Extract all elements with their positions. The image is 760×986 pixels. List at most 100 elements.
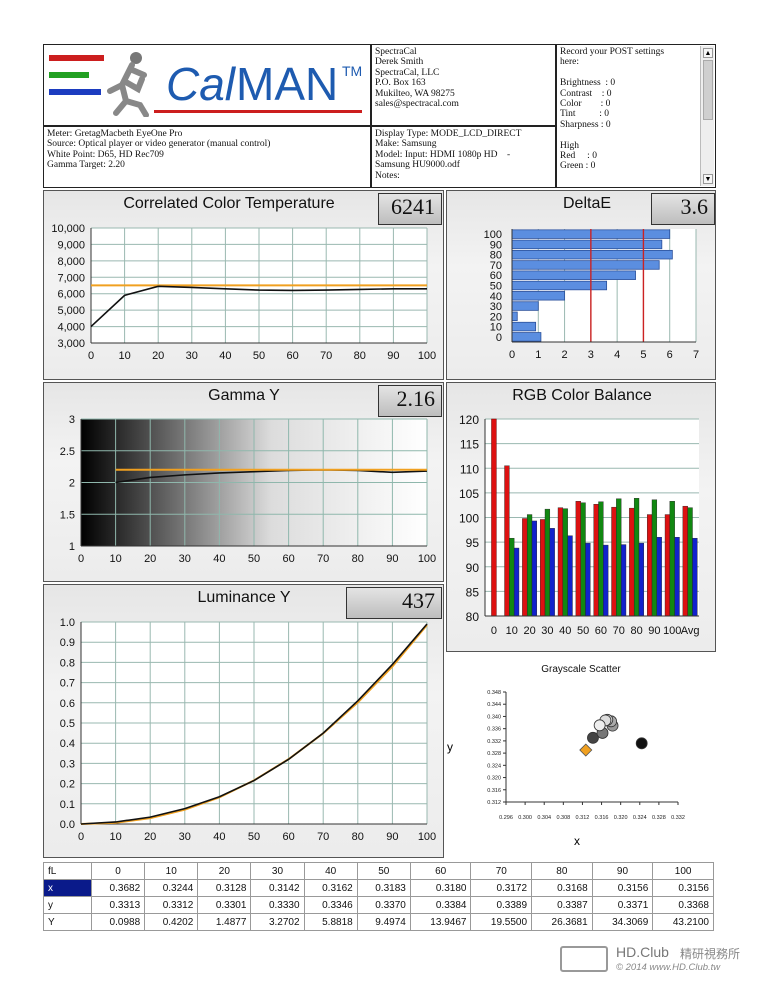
green-bar (669, 501, 675, 617)
x-tick-label: 30 (541, 625, 553, 637)
x-tick-label: 60 (282, 831, 294, 843)
x-tick-label: 90 (387, 350, 399, 362)
y-tick-label: 0.8 (60, 657, 75, 669)
x-tick-label: 0.328 (652, 815, 666, 821)
gamma-title: Gamma Y (208, 387, 280, 404)
y-tick-label: 0.0 (60, 819, 75, 831)
rgb-chart: 120 115 110 105 100 95 90 85 80 0 10 20 30 40 50 60 70 80… (459, 413, 699, 637)
table-row-label[interactable]: y (43, 896, 92, 914)
x-tick-label: 20 (144, 553, 156, 565)
y-tick-label: 0.336 (487, 727, 501, 733)
y-tick-label: 20 (490, 311, 502, 323)
x-tick-label: 0.304 (537, 815, 551, 821)
x-tick-label: 70 (317, 553, 329, 565)
green-bar (509, 537, 515, 617)
y-tick-label: 2.5 (60, 446, 75, 458)
logo-underline (154, 110, 362, 113)
lum-value: 437 (346, 587, 442, 619)
y-tick-label: 90 (490, 239, 502, 251)
x-tick-label: 70 (317, 831, 329, 843)
y-tick-label: 0.4 (60, 738, 75, 750)
post-settings-box[interactable]: Record your POST settings here: Brightne… (556, 44, 716, 188)
scroll-up-icon[interactable]: ▲ (703, 48, 713, 58)
x-tick-label: 0.296 (499, 815, 513, 821)
scatter-point (635, 737, 648, 750)
table-cell: 0.3301 (197, 896, 252, 914)
table-cell: 19.5500 (470, 913, 533, 931)
lum-chart: 1.0 0.9 0.8 0.7 0.6 0.5 0.4 0.3 0.2 0.1 0.00 10 20 30… (60, 617, 436, 843)
watermark-logo-icon (560, 946, 608, 972)
scatter-title: Grayscale Scatter (541, 664, 621, 675)
table-cell: 0.3312 (144, 896, 199, 914)
table-row-label[interactable]: x (43, 879, 92, 897)
measured-line (115, 468, 428, 484)
red-bar (629, 507, 635, 617)
y-tick-label: 7,000 (57, 272, 85, 284)
x-tick-label: 40 (559, 625, 571, 637)
table-cell: 0.3682 (90, 879, 146, 897)
blue-bar (638, 542, 645, 617)
x-tick-label: 6 (667, 349, 673, 361)
table-header-row: fL 0 10 20 30 40 50 60 70 80 90 100 (43, 862, 714, 880)
runner-icon (107, 52, 149, 117)
blue-bar (531, 520, 538, 617)
deltae-bar (511, 301, 539, 311)
table-cell: 0.3371 (591, 896, 654, 914)
table-cell: 0.3313 (90, 896, 146, 914)
red-bar (593, 504, 599, 617)
watermark: HD.Club 精研視務所 © 2014 www.HD.Club.tw (560, 944, 755, 978)
measured-line (80, 623, 428, 825)
red-bar (611, 506, 617, 617)
deltae-bar (511, 260, 660, 270)
red-bar (522, 518, 528, 617)
table-cell: 0.3389 (470, 896, 533, 914)
y-tick-label: 85 (466, 585, 480, 599)
post-settings-scrollbar[interactable]: ▲ ▼ (700, 46, 714, 186)
x-tick-label: 50 (577, 625, 589, 637)
y-tick-label: 0.2 (60, 779, 75, 791)
gamma-chart: 3 2.5 2 1.5 10 10 20 30 40 50 60 70 80 90 100 (60, 414, 436, 565)
x-tick-label: 30 (186, 350, 198, 362)
y-tick-label: 100 (484, 229, 502, 241)
red-bar (682, 505, 688, 617)
watermark-copyright: © 2014 www.HD.Club.tw (616, 962, 721, 973)
x-tick-label: 0 (78, 831, 84, 843)
scroll-thumb[interactable] (703, 60, 713, 120)
green-bar (687, 507, 693, 617)
table-cell: 3.2702 (250, 913, 305, 931)
table-header-label: fL (43, 862, 92, 880)
y-tick-label: 0 (496, 332, 502, 344)
red-bar (664, 514, 671, 617)
x-tick-label: 0.332 (671, 815, 685, 821)
y-tick-label: 0.6 (60, 698, 75, 710)
x-tick-label: 0.316 (595, 815, 609, 821)
y-tick-label: 0.328 (487, 751, 501, 757)
table-cell: 0.3346 (303, 896, 358, 914)
x-tick-label: 0.300 (518, 815, 532, 821)
green-bar (544, 508, 551, 617)
table-cell: 0.3128 (197, 879, 252, 897)
table-row-label[interactable]: Y (43, 913, 92, 931)
x-tick-label: 0.312 (576, 815, 590, 821)
y-tick-label: 0.5 (60, 718, 75, 730)
green-bar (562, 508, 568, 617)
scroll-down-icon[interactable]: ▼ (703, 174, 713, 184)
logo-box: Cal MAN TM (43, 44, 371, 126)
y-tick-label: 95 (466, 536, 480, 550)
y-tick-label: 0.3 (60, 758, 75, 770)
table-cell: 0.3180 (409, 879, 472, 897)
table-cell: 0.3244 (144, 879, 199, 897)
red-bar (557, 507, 564, 617)
table-cell: 26.3681 (531, 913, 593, 931)
x-tick-label: 0 (78, 553, 84, 565)
table-column-header: 40 (303, 862, 358, 880)
y-tick-label: 115 (460, 438, 479, 452)
y-tick-label: 50 (490, 281, 502, 293)
green-bar (580, 502, 586, 617)
y-tick-label: 80 (466, 610, 480, 624)
x-tick-label: 3 (588, 349, 594, 361)
table-cell: 34.3069 (591, 913, 654, 931)
rgb-panel: RGB Color Balance 120 115 110 105 100 95 90 85 8… (446, 382, 716, 652)
y-tick-label: 3,000 (57, 338, 85, 350)
x-tick-label: 50 (253, 350, 265, 362)
